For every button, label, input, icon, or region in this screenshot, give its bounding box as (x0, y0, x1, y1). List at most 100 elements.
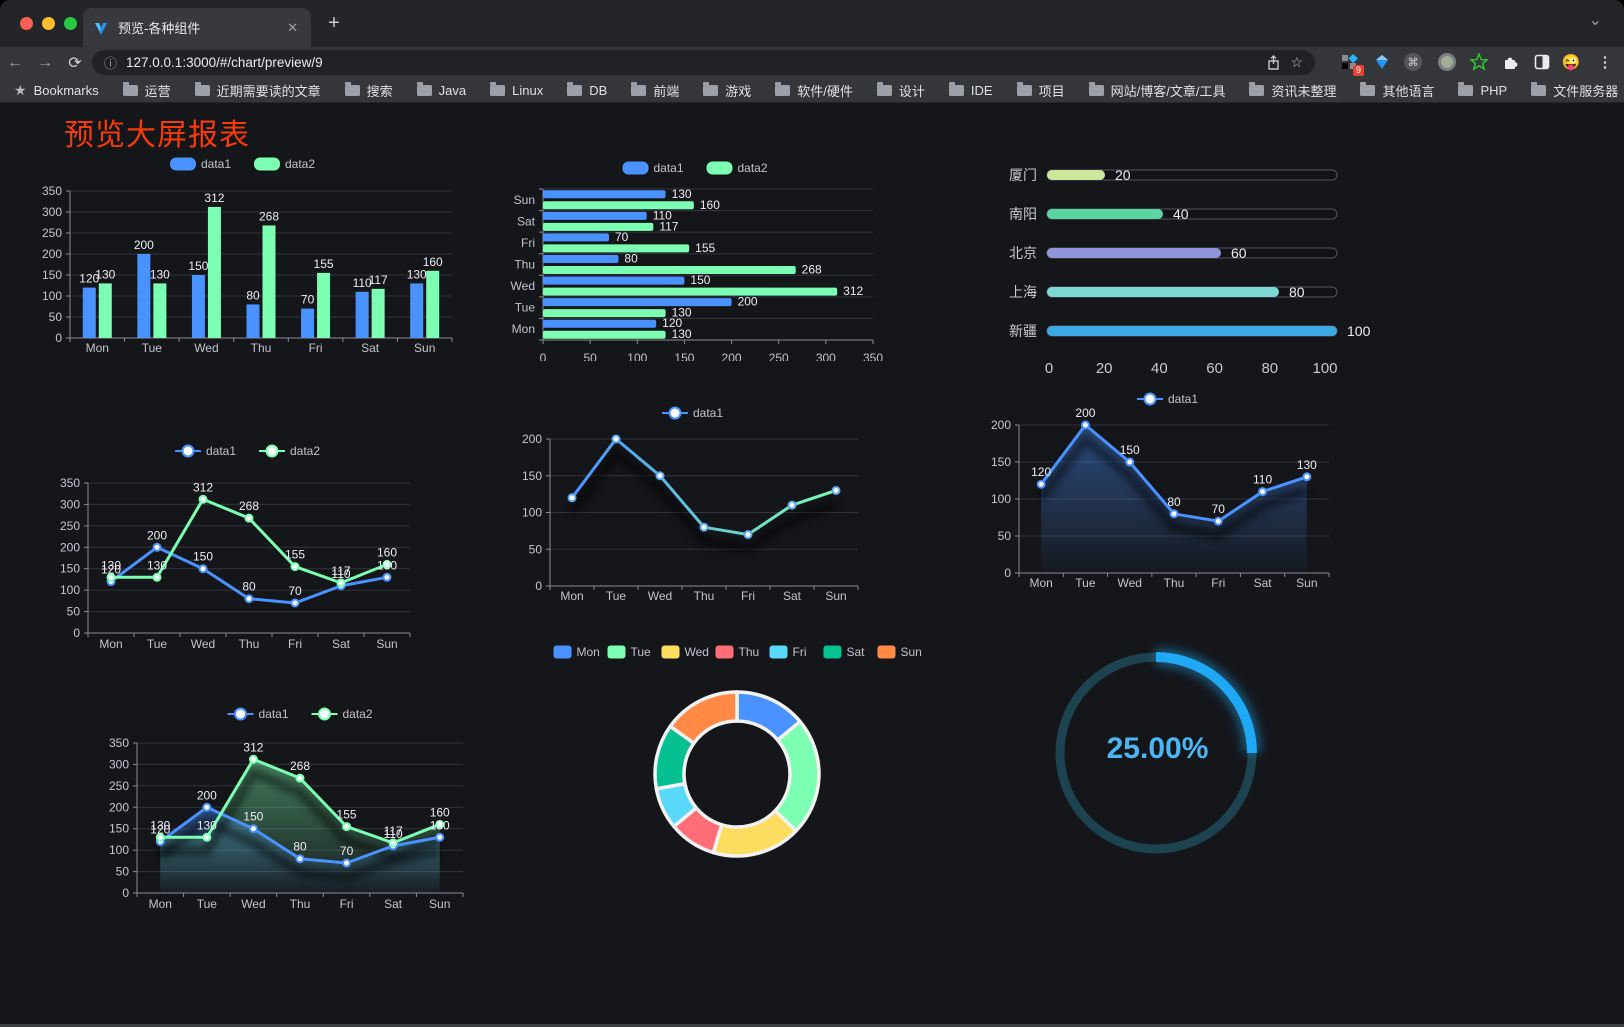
svg-text:155: 155 (337, 808, 357, 822)
svg-text:Wed: Wed (648, 589, 672, 603)
bookmark-folder-2[interactable]: 搜索 (344, 81, 393, 100)
zoom-window-button[interactable] (64, 17, 77, 30)
fill-厦门 (1047, 170, 1105, 180)
bookmark-folder-14[interactable]: 其他语言 (1360, 81, 1434, 100)
svg-text:20: 20 (1115, 167, 1131, 183)
minimize-window-button[interactable] (42, 17, 55, 30)
ext-emoji-icon[interactable]: 😜 (1561, 54, 1581, 71)
bookmark-folder-12[interactable]: 网站/博客/文章/工具 (1088, 81, 1226, 100)
ext-sidepanel-icon[interactable] (1531, 51, 1553, 73)
bookmark-folder-4[interactable]: Linux (490, 81, 543, 100)
svg-text:100: 100 (109, 843, 129, 857)
legend-item-Sun[interactable]: Sun (877, 645, 922, 659)
svg-text:80: 80 (624, 252, 638, 266)
bookmark-folder-label: PHP (1480, 82, 1508, 98)
legend-item-Fri[interactable]: Fri (769, 645, 807, 659)
bookmark-folder-6[interactable]: 前端 (631, 81, 679, 100)
close-window-button[interactable] (20, 17, 33, 30)
svg-text:130: 130 (1297, 458, 1317, 472)
svg-text:Mon: Mon (149, 897, 172, 911)
ext-cmd-icon[interactable]: ⌘ (1402, 51, 1424, 73)
ext-circle-icon[interactable] (1436, 51, 1458, 73)
svg-text:Wed: Wed (511, 279, 535, 293)
bookmark-folder-8[interactable]: 软件/硬件 (775, 81, 853, 100)
svg-text:data1: data1 (259, 707, 289, 721)
legend-item-data2[interactable]: data2 (311, 707, 373, 721)
legend-item-data1[interactable]: data1 (622, 161, 684, 175)
legend-item-Mon[interactable]: Mon (553, 645, 600, 659)
svg-text:150: 150 (243, 810, 263, 824)
bookmark-folder-label: 网站/博客/文章/工具 (1110, 83, 1226, 99)
bookmark-folder-label: IDE (970, 82, 993, 98)
bookmark-folder-7[interactable]: 游戏 (703, 81, 751, 100)
bookmark-folder-3[interactable]: Java (416, 81, 466, 100)
legend-item-data1[interactable]: data1 (1137, 392, 1198, 406)
legend-item-data1[interactable]: data1 (170, 157, 231, 171)
site-info-icon[interactable]: ⓘ (104, 56, 118, 71)
tab-overflow-chevron-icon[interactable]: ⌄ (1588, 12, 1602, 29)
ext-gem-icon[interactable] (1371, 51, 1393, 73)
svg-text:110: 110 (1253, 473, 1272, 487)
bookmark-folder-5[interactable]: DB (567, 81, 607, 100)
slice-Wed[interactable] (711, 809, 798, 858)
share-icon[interactable] (1266, 54, 1281, 71)
legend-item-data2[interactable]: data2 (254, 157, 315, 171)
svg-text:Tue: Tue (147, 637, 168, 651)
extensions-puzzle-icon[interactable] (1499, 51, 1521, 73)
slice-Sun[interactable] (668, 690, 739, 745)
svg-text:155: 155 (695, 241, 715, 255)
bookmark-folder-10[interactable]: IDE (948, 81, 993, 100)
bookmarks-root[interactable]: ★ Bookmarks (14, 82, 99, 99)
slice-Tue[interactable] (773, 719, 821, 833)
svg-text:50: 50 (529, 542, 543, 556)
folder-icon (567, 82, 583, 96)
svg-text:厦门: 厦门 (1009, 167, 1037, 183)
legend-item-Wed[interactable]: Wed (661, 645, 709, 659)
svg-text:Sat: Sat (384, 897, 403, 911)
svg-text:312: 312 (843, 284, 863, 298)
url-bar[interactable]: ⓘ 127.0.0.1:3000/#/chart/preview/9 ☆ (92, 50, 1315, 75)
gradient-line-chart: data1 0 50 100 150 200 Mon Tue Wed Thu Fri Sat Sun (500, 399, 890, 611)
bookmark-star-icon[interactable]: ☆ (1290, 54, 1303, 70)
legend-item-data1[interactable]: data1 (662, 406, 723, 420)
svg-text:60: 60 (1231, 245, 1247, 261)
bookmark-folder-1[interactable]: 近期需要读的文章 (194, 81, 321, 100)
legend-item-data2[interactable]: data2 (706, 161, 768, 175)
bookmark-folder-9[interactable]: 设计 (876, 81, 925, 100)
legend-item-Tue[interactable]: Tue (607, 645, 652, 659)
forward-icon[interactable]: → (37, 53, 53, 71)
svg-text:160: 160 (377, 545, 397, 559)
svg-text:120: 120 (150, 823, 170, 837)
legend-item-Thu[interactable]: Thu (715, 645, 760, 659)
bookmark-folder-0[interactable]: 运营 (122, 81, 171, 100)
legend-item-data2[interactable]: data2 (259, 444, 320, 458)
ext-grid-icon[interactable]: 9 (1338, 51, 1364, 76)
legend-item-Sat[interactable]: Sat (823, 645, 866, 659)
bookmark-folder-16[interactable]: 文件服务器 (1531, 81, 1618, 100)
back-icon[interactable]: ← (7, 53, 23, 71)
menu-dots-icon[interactable]: ⋮ (1597, 54, 1613, 71)
bookmark-folder-15[interactable]: PHP (1458, 81, 1507, 100)
bookmark-folder-13[interactable]: 资讯未整理 (1249, 81, 1336, 100)
bookmark-folder-11[interactable]: 项目 (1016, 81, 1065, 100)
svg-text:160: 160 (700, 198, 720, 212)
ext-star-icon[interactable] (1468, 51, 1490, 73)
svg-text:Thu: Thu (514, 258, 535, 272)
new-tab-button[interactable]: + (328, 12, 340, 34)
legend-item-data1[interactable]: data1 (175, 444, 236, 458)
tab-close-icon[interactable]: ✕ (287, 19, 298, 35)
svg-text:data2: data2 (738, 161, 768, 175)
browser-tab[interactable]: 预览-各种组件 ✕ (83, 8, 311, 47)
svg-text:Tue: Tue (606, 589, 627, 603)
svg-text:Fri: Fri (793, 645, 807, 659)
svg-text:200: 200 (42, 247, 62, 261)
bar-data2-Tue (153, 283, 167, 338)
svg-text:Mon: Mon (86, 341, 109, 355)
legend-item-data1[interactable]: data1 (227, 707, 289, 721)
reload-icon[interactable]: ⟳ (68, 54, 82, 72)
bookmark-folder-label: 文件服务器 (1553, 83, 1619, 99)
area-dual-svg: data1 data2 0 50 100 150 200 250 300 350 Mon Tue Wed… (109, 707, 464, 911)
fill-南阳 (1047, 209, 1163, 219)
svg-text:Thu: Thu (251, 341, 272, 355)
city-progress-svg: 厦门 20 南阳 40 北京 60 上海 80 新疆 100 0 20 40 60 80 100 (1009, 167, 1371, 377)
